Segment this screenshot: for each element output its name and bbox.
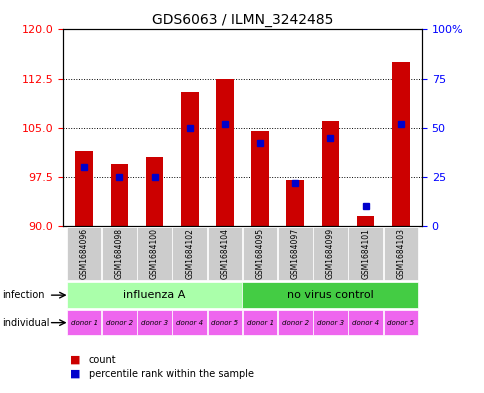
Bar <box>67 310 101 336</box>
Bar <box>286 180 303 226</box>
Text: donor 5: donor 5 <box>387 320 413 326</box>
Bar <box>391 62 409 226</box>
Bar <box>110 164 128 226</box>
Text: donor 3: donor 3 <box>316 320 343 326</box>
Bar <box>383 227 417 281</box>
Bar <box>313 310 347 336</box>
Title: GDS6063 / ILMN_3242485: GDS6063 / ILMN_3242485 <box>151 13 333 27</box>
Text: influenza A: influenza A <box>123 290 185 300</box>
Text: ■: ■ <box>70 369 81 379</box>
Text: GSM1684102: GSM1684102 <box>185 228 194 279</box>
Text: donor 4: donor 4 <box>351 320 378 326</box>
Bar <box>216 79 233 226</box>
Bar <box>145 157 163 226</box>
Text: GSM1684100: GSM1684100 <box>150 228 159 279</box>
Bar <box>242 227 277 281</box>
Bar <box>383 310 417 336</box>
Text: GSM1684103: GSM1684103 <box>395 228 405 279</box>
Text: GSM1684095: GSM1684095 <box>255 228 264 279</box>
Text: donor 2: donor 2 <box>281 320 308 326</box>
Bar <box>181 92 198 226</box>
Bar <box>277 227 312 281</box>
Bar <box>207 227 242 281</box>
Bar <box>242 310 277 336</box>
Bar <box>172 310 207 336</box>
Text: GSM1684101: GSM1684101 <box>361 228 369 279</box>
Text: donor 1: donor 1 <box>246 320 273 326</box>
Text: donor 3: donor 3 <box>141 320 168 326</box>
Text: donor 5: donor 5 <box>211 320 238 326</box>
Bar <box>67 227 101 281</box>
Text: percentile rank within the sample: percentile rank within the sample <box>89 369 253 379</box>
Text: individual: individual <box>2 318 50 328</box>
Text: GSM1684104: GSM1684104 <box>220 228 229 279</box>
Bar <box>348 310 382 336</box>
Text: GSM1684098: GSM1684098 <box>115 228 123 279</box>
Text: GSM1684097: GSM1684097 <box>290 228 299 279</box>
Text: ■: ■ <box>70 354 81 365</box>
Bar <box>102 227 136 281</box>
Text: infection: infection <box>2 290 45 300</box>
Text: donor 1: donor 1 <box>71 320 97 326</box>
Text: GSM1684099: GSM1684099 <box>325 228 334 279</box>
Text: count: count <box>89 354 116 365</box>
Bar <box>137 310 171 336</box>
Text: no virus control: no virus control <box>287 290 373 300</box>
Bar <box>313 227 347 281</box>
Bar <box>277 310 312 336</box>
Bar <box>356 216 374 226</box>
Bar <box>251 131 268 226</box>
Bar <box>321 121 339 226</box>
Text: donor 4: donor 4 <box>176 320 203 326</box>
Text: donor 2: donor 2 <box>106 320 133 326</box>
Text: GSM1684096: GSM1684096 <box>79 228 89 279</box>
Bar <box>75 151 93 226</box>
Bar <box>172 227 207 281</box>
Bar <box>137 227 171 281</box>
Bar <box>348 227 382 281</box>
Bar <box>207 310 242 336</box>
Bar <box>66 282 242 308</box>
Bar <box>102 310 136 336</box>
Bar <box>242 282 418 308</box>
